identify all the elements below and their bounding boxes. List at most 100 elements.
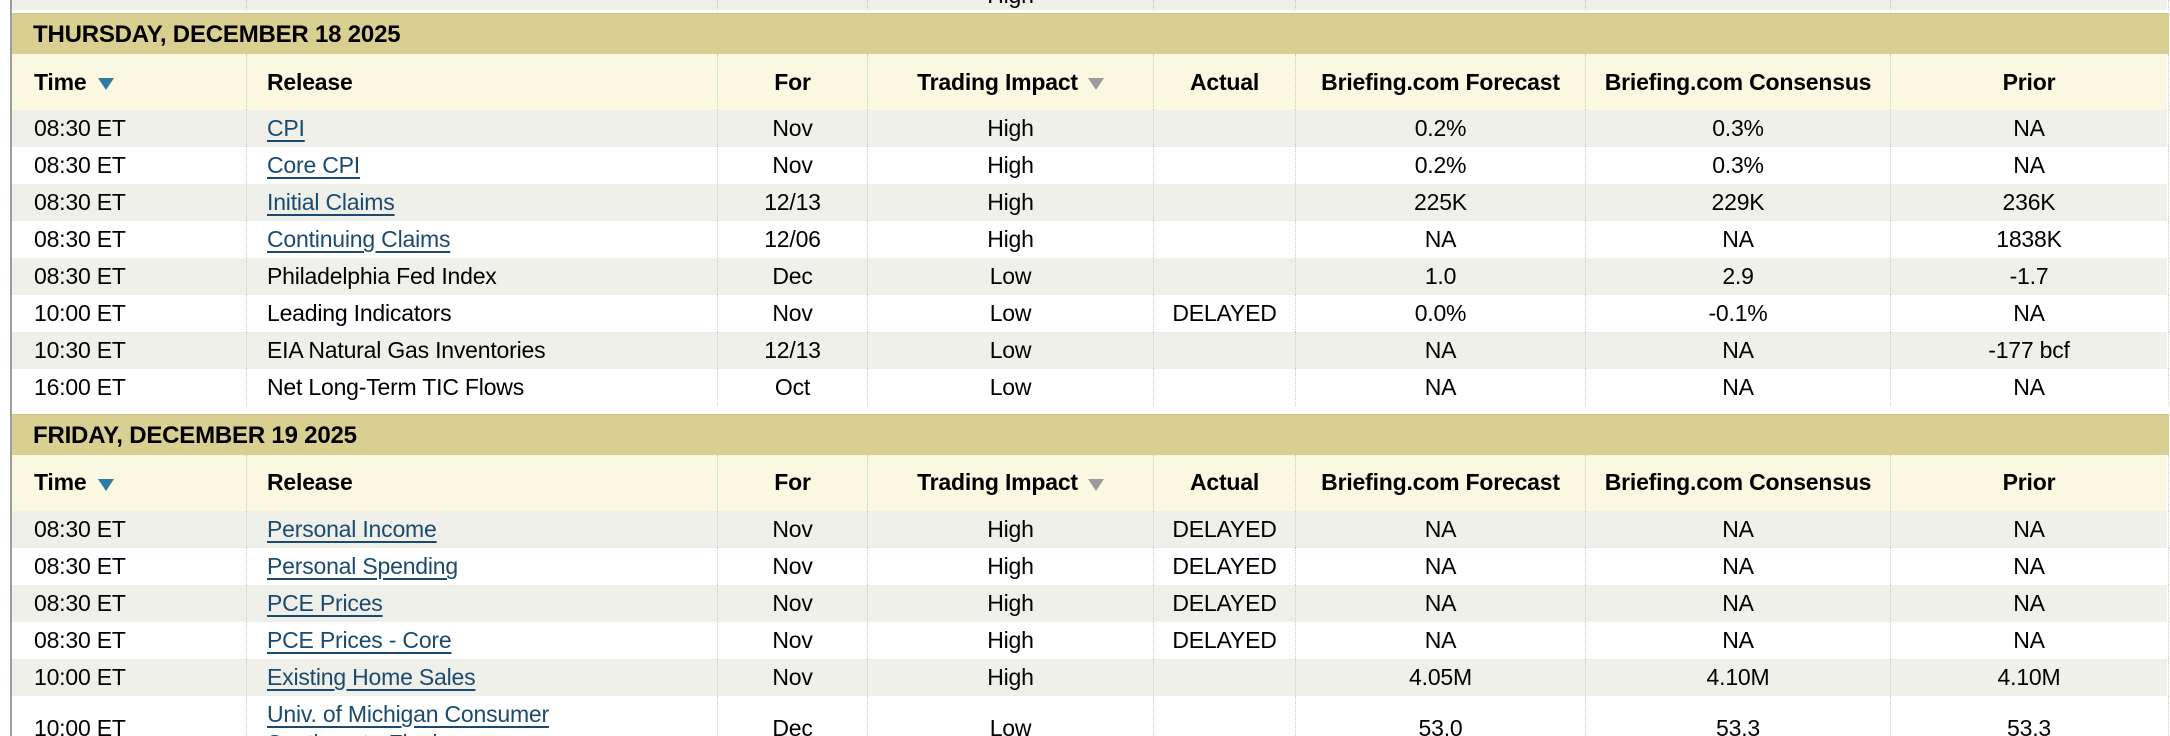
- column-header-time[interactable]: Time: [12, 54, 246, 110]
- column-header-prior[interactable]: Prior: [1890, 454, 2167, 511]
- column-header-for[interactable]: For: [717, 454, 867, 511]
- impact-cell: Low: [867, 294, 1153, 332]
- forecast-cell: NA: [1295, 331, 1585, 369]
- column-header-actual[interactable]: Actual: [1153, 454, 1295, 511]
- release-link[interactable]: PCE Prices - Core: [267, 626, 452, 653]
- column-header-trading-impact[interactable]: Trading Impact: [867, 454, 1153, 511]
- for-cell: 12/13: [717, 183, 867, 221]
- for-cell: 12/13: [717, 331, 867, 369]
- table-row: 08:30 ET Personal Spending Nov High DELAYED N…: [12, 547, 2169, 585]
- column-header-label: For: [774, 469, 811, 496]
- prior-cell: NA: [1890, 294, 2167, 332]
- column-header-label: Prior: [2002, 469, 2056, 496]
- release-cell: EIA Natural Gas Inventories: [246, 331, 717, 369]
- release-link[interactable]: Continuing Claims: [267, 225, 451, 252]
- column-header-prior[interactable]: Prior: [1890, 54, 2167, 110]
- release-link[interactable]: Univ. of Michigan Consumer Sentiment - F…: [267, 700, 549, 736]
- column-header-trading-impact[interactable]: Trading Impact: [867, 54, 1153, 110]
- column-header-label: Time: [34, 469, 87, 496]
- consensus-cell: 2.9: [1585, 257, 1890, 295]
- table-row: 08:30 ET Initial Claims 12/13 High 225K 229K 2…: [12, 183, 2169, 221]
- consensus-cell: NA: [1585, 547, 1890, 585]
- impact-cell: Low: [867, 257, 1153, 295]
- actual-cell: DELAYED: [1153, 294, 1295, 332]
- column-header-release[interactable]: Release: [246, 454, 717, 511]
- time-cell: 08:30 ET: [12, 183, 246, 221]
- release-link[interactable]: Existing Home Sales: [267, 663, 476, 690]
- time-cell: 10:00 ET: [12, 658, 246, 696]
- column-header-label: Release: [267, 68, 353, 95]
- release-cell: Personal Spending: [246, 547, 717, 585]
- column-header-label: Briefing.com Forecast: [1321, 469, 1560, 496]
- release-cell: Philadelphia Fed Index: [246, 257, 717, 295]
- for-cell: Nov: [717, 110, 867, 147]
- release-link[interactable]: Initial Claims: [267, 188, 395, 215]
- impact-cell: High: [867, 183, 1153, 221]
- release-cell: Univ. of Michigan Consumer Sentiment - F…: [246, 695, 717, 736]
- section-rows: 08:30 ET Personal Income Nov High DELAYED NA N…: [12, 510, 2169, 736]
- actual-cell: [1153, 257, 1295, 295]
- prior-cell: NA: [1890, 110, 2167, 147]
- column-header-actual[interactable]: Actual: [1153, 54, 1295, 110]
- forecast-cell: 225K: [1295, 183, 1585, 221]
- time-cell: 10:30 ET: [12, 331, 246, 369]
- column-header-label: Trading Impact: [917, 68, 1078, 95]
- for-cell: Nov: [717, 547, 867, 585]
- sort-descending-icon[interactable]: [1087, 78, 1104, 90]
- release-link[interactable]: CPI: [267, 115, 305, 141]
- for-cell: Nov: [717, 294, 867, 332]
- forecast-cell: 0.0%: [1295, 294, 1585, 332]
- prior-cell: [1890, 0, 2167, 10]
- forecast-cell: NA: [1295, 621, 1585, 659]
- release-link[interactable]: Core CPI: [267, 151, 360, 178]
- release-cell: Initial Claims: [246, 183, 717, 221]
- consensus-cell: NA: [1585, 331, 1890, 369]
- column-header-for[interactable]: For: [717, 54, 867, 110]
- time-cell: 08:30 ET: [12, 621, 246, 659]
- for-cell: Nov: [717, 146, 867, 184]
- release-cell: Personal Income: [246, 510, 717, 548]
- table-row: 10:00 ET Existing Home Sales Nov High 4.05M 4…: [12, 658, 2169, 696]
- forecast-cell: 0.2%: [1295, 110, 1585, 147]
- column-header-forecast[interactable]: Briefing.com Forecast: [1295, 454, 1585, 511]
- column-header-consensus[interactable]: Briefing.com Consensus: [1585, 454, 1890, 511]
- impact-cell: High: [867, 146, 1153, 184]
- sort-descending-icon[interactable]: [98, 78, 115, 90]
- impact-cell: High: [867, 0, 1153, 10]
- column-header-forecast[interactable]: Briefing.com Forecast: [1295, 54, 1585, 110]
- time-cell: 10:00 ET: [12, 695, 246, 736]
- table-row: 08:30 ET Core CPI Nov High 0.2% 0.3% NA: [12, 146, 2169, 184]
- release-link[interactable]: Personal Spending: [267, 552, 458, 579]
- actual-cell: DELAYED: [1153, 510, 1295, 548]
- table-row: 08:30 ET Personal Income Nov High DELAYED NA N…: [12, 510, 2169, 548]
- table-row: 10:00 ET Univ. of Michigan Consumer Senti…: [12, 695, 2169, 736]
- consensus-cell: 53.3: [1585, 695, 1890, 736]
- time-cell: 08:30 ET: [12, 510, 246, 548]
- time-cell: 08:30 ET: [12, 146, 246, 184]
- table-row: 08:30 ET Continuing Claims 12/06 High NA NA 18…: [12, 220, 2169, 258]
- sort-descending-icon[interactable]: [1087, 478, 1104, 491]
- day-section-friday: FRIDAY, DECEMBER 19 2025 Time Release Fo…: [12, 413, 2169, 736]
- column-header-time[interactable]: Time: [12, 454, 246, 511]
- column-header-label: Actual: [1189, 469, 1260, 496]
- impact-cell: Low: [867, 368, 1153, 406]
- for-cell: 12/06: [717, 220, 867, 258]
- date-header: THURSDAY, DECEMBER 18 2025: [12, 13, 2169, 54]
- actual-cell: [1153, 0, 1295, 10]
- release-link[interactable]: PCE Prices: [267, 589, 383, 616]
- for-cell: Nov: [717, 510, 867, 548]
- consensus-cell: NA: [1585, 510, 1890, 548]
- impact-cell: High: [867, 584, 1153, 622]
- release-link[interactable]: Personal Income: [267, 515, 437, 542]
- for-cell: Dec: [717, 695, 867, 736]
- prior-cell: NA: [1890, 547, 2167, 585]
- consensus-cell: NA: [1585, 621, 1890, 659]
- column-header-consensus[interactable]: Briefing.com Consensus: [1585, 54, 1890, 110]
- consensus-cell: NA: [1585, 220, 1890, 258]
- actual-cell: [1153, 331, 1295, 369]
- column-header-release[interactable]: Release: [246, 54, 717, 110]
- release-cell: [246, 0, 717, 10]
- consensus-cell: 0.3%: [1585, 110, 1890, 147]
- impact-cell: High: [867, 621, 1153, 659]
- sort-descending-icon[interactable]: [98, 478, 115, 491]
